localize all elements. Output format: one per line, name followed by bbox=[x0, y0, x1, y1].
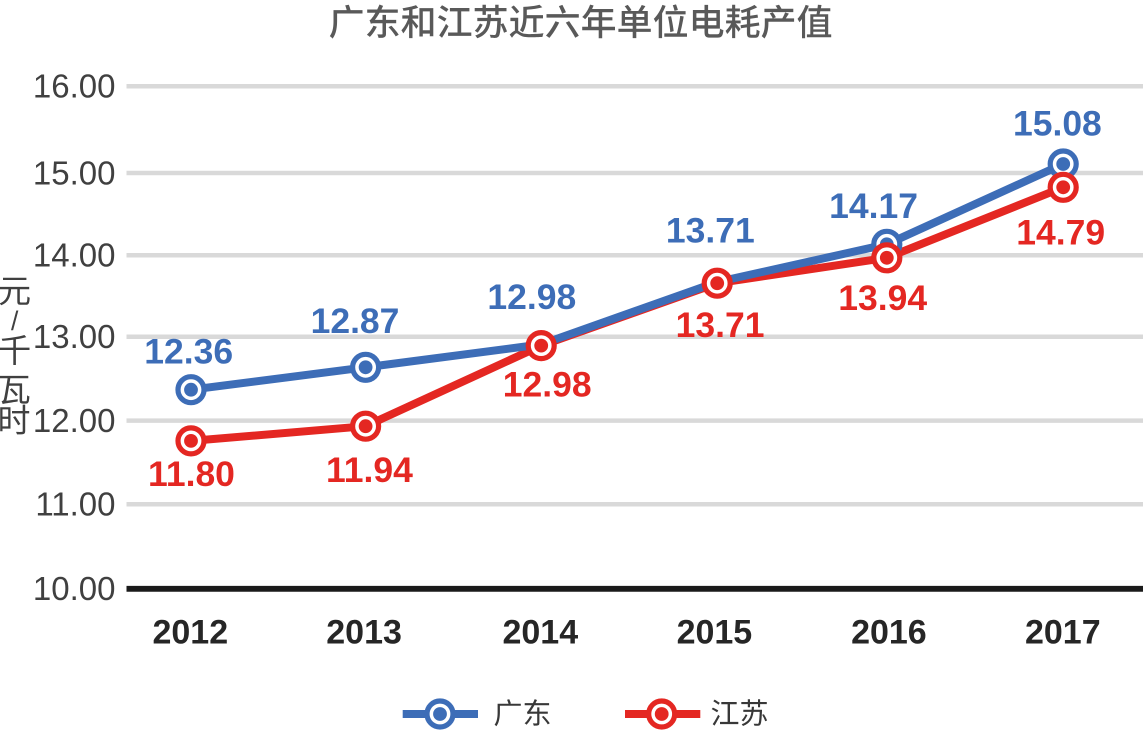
svg-text:13.71: 13.71 bbox=[676, 305, 765, 345]
svg-text:/: / bbox=[11, 306, 19, 336]
svg-text:11.80: 11.80 bbox=[148, 454, 235, 494]
svg-text:15.00: 15.00 bbox=[33, 154, 116, 191]
svg-text:2013: 2013 bbox=[326, 613, 402, 651]
svg-text:12.98: 12.98 bbox=[487, 277, 576, 317]
svg-text:12.00: 12.00 bbox=[33, 402, 116, 439]
svg-text:16.00: 16.00 bbox=[33, 68, 116, 105]
svg-text:2014: 2014 bbox=[502, 613, 578, 651]
svg-text:15.08: 15.08 bbox=[1013, 104, 1102, 144]
svg-text:2016: 2016 bbox=[851, 613, 927, 651]
svg-text:14.17: 14.17 bbox=[829, 186, 918, 226]
svg-text:12.98: 12.98 bbox=[503, 365, 592, 405]
svg-text:13.71: 13.71 bbox=[666, 210, 755, 250]
svg-text:14.79: 14.79 bbox=[1016, 213, 1105, 253]
svg-text:11.00: 11.00 bbox=[35, 486, 115, 523]
svg-text:2015: 2015 bbox=[677, 613, 753, 651]
svg-text:2012: 2012 bbox=[152, 613, 228, 651]
svg-text:12.36: 12.36 bbox=[144, 331, 233, 371]
svg-text:11.94: 11.94 bbox=[326, 450, 413, 490]
svg-text:14.00: 14.00 bbox=[33, 237, 116, 274]
svg-text:13.94: 13.94 bbox=[838, 278, 927, 318]
svg-text:2017: 2017 bbox=[1025, 613, 1101, 651]
svg-text:13.00: 13.00 bbox=[33, 318, 116, 355]
svg-text:12.87: 12.87 bbox=[311, 301, 400, 341]
svg-text:10.00: 10.00 bbox=[33, 570, 116, 607]
